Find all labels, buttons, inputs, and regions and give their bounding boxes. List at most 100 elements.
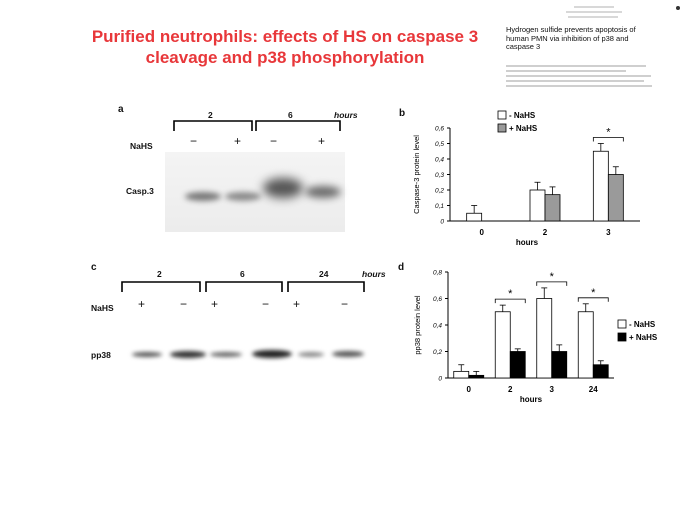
blot-a-sign-4: + [318,134,326,148]
corner-dot [676,6,680,10]
blot-a-band [263,178,303,198]
y-tick-label: 0,8 [433,270,442,277]
significance-bracket [536,281,568,286]
x-tick-label: 0 [467,385,472,394]
significance-bracket [494,298,526,304]
blot-c-band [132,352,162,357]
bar [592,150,609,222]
blot-c-sign-5: + [293,297,301,311]
blot-a-membrane [165,152,345,232]
chart-d-pp38: 0 0,2 0,4 0,6 0,8 pp38 protein level 0 2 3 24 hour… [413,270,658,405]
blot-c-sign-3: + [211,297,219,311]
blot-a-treatment-label: NaHS [130,141,153,151]
y-axis-label: pp38 protein level [413,295,422,355]
title-line-1: Purified neutrophils: effects of HS on c… [91,27,479,46]
x-tick-label: 3 [606,228,611,237]
bar [577,311,594,379]
x-tick-label: 0 [479,228,484,237]
bar [529,189,546,222]
blot-c-hours-label: hours [362,269,386,279]
legend-label: - NaHS [629,320,656,329]
panel-c-letter: c [91,262,97,273]
legend-label: + NaHS [629,333,658,342]
blot-c-sign-2: − [180,297,188,311]
panel-d-letter: d [398,262,405,273]
blot-a-brackets [173,120,341,131]
y-tick-label: 0,2 [435,188,444,195]
bar [551,351,568,379]
x-axis-label: hours [520,395,543,404]
blot-a-sign-1: − [190,134,198,148]
blot-c-band [170,351,206,358]
chart-b-caspase3: 0 0,1 0,2 0,3 0,4 0,5 0,6 Caspase-3 protein lev… [412,110,640,247]
legend-label: - NaHS [509,111,536,120]
significance-bracket [577,297,609,302]
blot-a-sign-3: − [270,134,278,148]
blot-c-treatment-label: NaHS [91,303,114,313]
y-tick-label: 0,4 [435,157,444,164]
bar [494,311,511,379]
blot-c-time-2: 2 [157,269,162,279]
blot-c-time-24: 24 [319,269,329,279]
legend-swatch [617,332,627,342]
y-tick-label: 0,6 [433,296,442,303]
legend-label: + NaHS [509,124,538,133]
x-tick-label: 3 [550,385,555,394]
y-axis-label: Caspase-3 protein level [412,135,421,214]
blot-c-membrane [120,340,370,370]
blot-c-sign-6: − [341,297,349,311]
blot-a-band [225,192,261,201]
blot-a-time-6: 6 [288,110,293,120]
blot-a-band-label: Casp.3 [126,186,154,196]
bar [592,364,609,379]
bar [453,370,470,379]
panel-b-letter: b [399,108,406,119]
x-tick-label: 2 [508,385,513,394]
y-tick-label: 0,6 [435,126,444,133]
blot-c-band [210,352,242,357]
blot-a-band [185,192,221,201]
legend-swatch [617,319,627,329]
significance-mark: * [591,287,596,299]
y-tick-label: 0,4 [433,323,442,330]
legend-swatch [497,123,507,133]
blot-c-band-label: pp38 [91,350,111,360]
blot-c-brackets [121,281,365,292]
bar [544,194,561,222]
significance-mark: * [508,288,513,300]
slide-title: Purified neutrophils: effects of HS on c… [80,26,490,68]
y-tick-label: 0,1 [435,203,444,210]
blot-c-band [298,352,324,357]
blot-c-band [252,350,292,358]
reference-title: Hydrogen sulfide prevents apoptosis of h… [506,25,636,51]
y-tick-label: 0,2 [433,349,442,356]
blot-a-sign-2: + [234,134,242,148]
blot-a-hours-label: hours [334,110,358,120]
x-axis-label: hours [516,238,539,247]
bar [468,374,485,379]
bar [536,298,553,379]
title-line-2: cleavage and p38 phosphorylation [145,48,425,67]
y-tick-label: 0,5 [435,141,444,148]
panel-a-letter: a [118,104,124,115]
blot-c-time-6: 6 [240,269,245,279]
x-tick-label: 2 [543,228,548,237]
x-tick-label: 24 [589,385,598,394]
bar [607,174,624,222]
significance-mark: * [550,271,555,283]
y-tick-label: 0 [440,219,444,226]
y-tick-label: 0,3 [435,172,444,179]
significance-mark: * [606,127,611,139]
blot-a-band [305,186,341,198]
blot-c-sign-4: − [262,297,270,311]
bar [509,351,526,379]
significance-bracket [592,137,624,142]
reference-authors-blur [506,65,656,90]
bar [466,212,483,222]
blot-c-band [332,351,364,357]
blot-c-sign-1: + [138,297,146,311]
y-tick-label: 0 [438,376,442,383]
legend-swatch [497,110,507,120]
blot-a-time-2: 2 [208,110,213,120]
reference-header-blur [560,6,630,21]
